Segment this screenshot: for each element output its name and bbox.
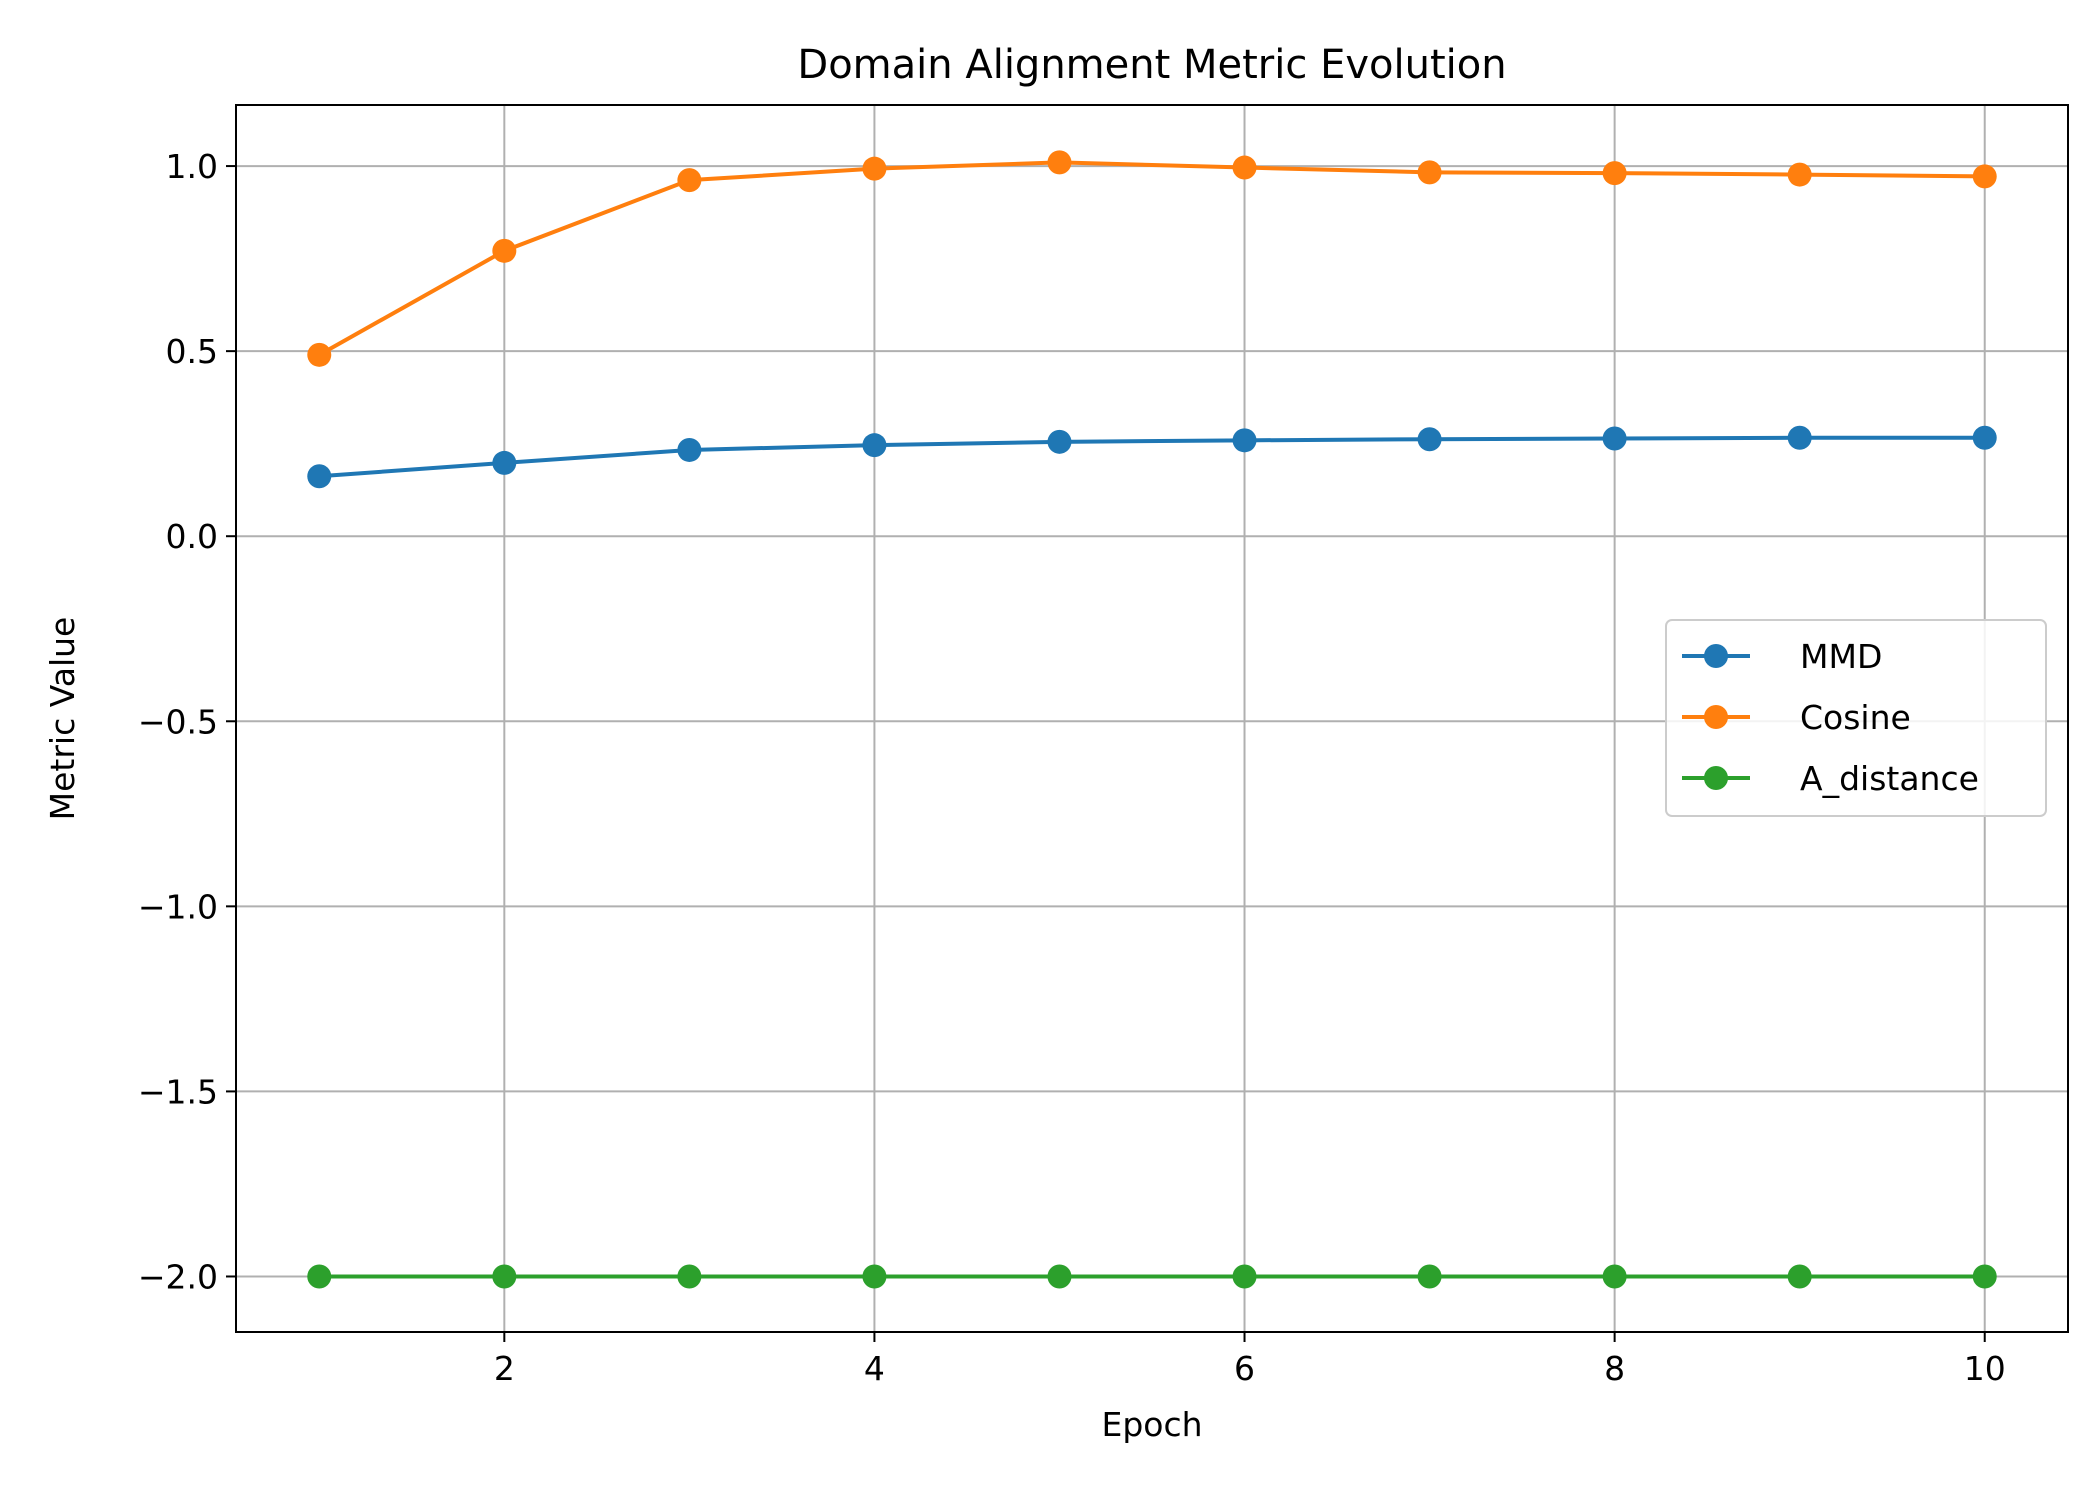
series-mmd (307, 425, 1997, 489)
series-a-distance (307, 1264, 1997, 1289)
legend-item-mmd: MMD (1682, 637, 1882, 676)
data-point-mmd (1417, 427, 1442, 452)
series-line-mmd (319, 435, 1985, 479)
legend-swatch-marker (1704, 705, 1728, 729)
data-point-cosine (862, 156, 887, 181)
data-point-cosine (1232, 155, 1257, 180)
legend-swatch-marker (1704, 644, 1728, 668)
data-point-cosine (307, 342, 332, 367)
data-point-cosine (1972, 164, 1997, 189)
data-point-a-distance (307, 1264, 332, 1289)
legend-box (1665, 619, 2047, 817)
data-point-mmd (1972, 425, 1997, 450)
data-point-cosine (1602, 161, 1627, 186)
y-tick-label: 0.0 (166, 517, 218, 556)
data-point-cosine (492, 238, 517, 263)
y-axis-label: Metric Value (43, 617, 82, 821)
legend: MMD Cosine A_distance (1665, 619, 2047, 817)
data-point-a-distance (492, 1264, 517, 1289)
grid (236, 105, 2068, 1332)
data-point-a-distance (1602, 1264, 1627, 1289)
data-point-mmd (1232, 428, 1257, 453)
y-tick-label: −1.0 (138, 887, 218, 926)
legend-label: MMD (1800, 637, 1882, 676)
legend-swatch-marker (1704, 766, 1728, 790)
data-point-a-distance (1417, 1264, 1442, 1289)
data-point-cosine (1787, 162, 1812, 187)
series-line-cosine (318, 160, 1985, 357)
legend-item-a-distance: A_distance (1682, 759, 1979, 798)
y-tick-label: −0.5 (138, 702, 218, 741)
plot-frame (235, 104, 2069, 1333)
data-point-mmd (307, 464, 332, 489)
data-point-a-distance (862, 1264, 887, 1289)
x-tick-label: 10 (1964, 1349, 2006, 1388)
data-point-cosine (1047, 150, 1072, 175)
x-axis-label: Epoch (1101, 1405, 1202, 1444)
data-point-mmd (1047, 429, 1072, 454)
legend-label: Cosine (1800, 698, 1911, 737)
y-tick-label: −1.5 (138, 1072, 218, 1111)
data-point-cosine (1417, 160, 1442, 185)
x-tick-label: 6 (1234, 1349, 1255, 1388)
data-point-a-distance (1787, 1264, 1812, 1289)
data-point-mmd (1787, 425, 1812, 450)
data-point-mmd (492, 450, 517, 475)
ticks: 2 4 6 8 10 −2.0 −1.5 −1.0 −0.5 0.0 0.5 1.0 (138, 147, 2006, 1388)
y-tick-label: −2.0 (138, 1257, 218, 1296)
data-point-a-distance (1047, 1264, 1072, 1289)
data-point-mmd (677, 437, 702, 462)
series-cosine (307, 150, 1997, 367)
data-point-mmd (862, 433, 887, 458)
data-point-mmd (1602, 426, 1627, 451)
legend-label: A_distance (1800, 759, 1979, 798)
y-tick-label: 0.5 (166, 332, 218, 371)
data-point-a-distance (677, 1264, 702, 1289)
legend-item-cosine: Cosine (1682, 698, 1911, 737)
chart-title: Domain Alignment Metric Evolution (797, 42, 1506, 88)
x-tick-label: 4 (864, 1349, 885, 1388)
data-point-a-distance (1972, 1264, 1997, 1289)
data-point-a-distance (1232, 1264, 1257, 1289)
data-point-cosine (677, 168, 702, 193)
x-tick-label: 8 (1604, 1349, 1625, 1388)
series-layer (307, 150, 1997, 1289)
x-tick-label: 2 (494, 1349, 515, 1388)
y-tick-label: 1.0 (166, 147, 218, 186)
